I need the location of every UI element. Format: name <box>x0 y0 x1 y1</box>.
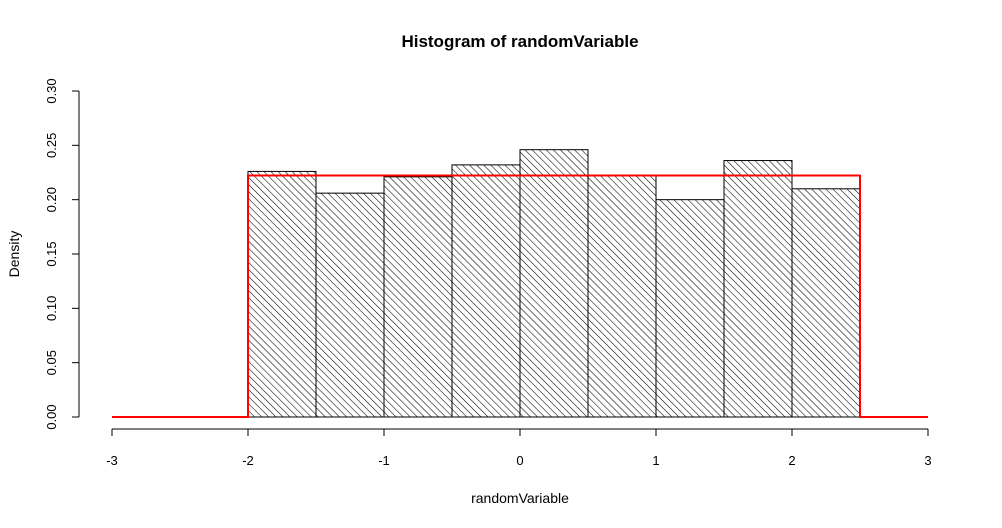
histogram-bar-3 <box>383 176 453 418</box>
histogram-bar-8 <box>723 160 793 418</box>
histogram-bar-2 <box>315 192 385 418</box>
histogram-bar-4 <box>451 164 521 418</box>
y-tick-label-1: 0.00 <box>44 404 59 429</box>
x-tick-label-1: -3 <box>106 453 118 468</box>
y-tick-label-2: 0.05 <box>44 350 59 375</box>
y-tick-label-5: 0.20 <box>44 187 59 212</box>
y-axis-label: Density <box>6 231 22 278</box>
y-tick-label-7: 0.30 <box>44 78 59 103</box>
y-axis: 0.00 0.05 0.10 0.15 0.20 0.25 0.30 <box>44 78 80 430</box>
histogram-bar-1 <box>247 170 317 418</box>
histogram-bar-5 <box>519 149 589 418</box>
density-line <box>112 174 928 418</box>
x-axis-label: randomVariable <box>471 490 569 506</box>
histogram-bar-9 <box>791 188 861 418</box>
x-tick-label-3: -1 <box>378 453 390 468</box>
y-tick-label-3: 0.10 <box>44 296 59 321</box>
y-tick-label-4: 0.15 <box>44 241 59 266</box>
x-tick-label-4: 0 <box>516 453 523 468</box>
x-axis: -3 -2 -1 0 1 2 3 <box>106 428 932 468</box>
chart-title: Histogram of randomVariable <box>401 32 638 51</box>
histogram-bars <box>247 149 861 418</box>
x-tick-label-2: -2 <box>242 453 254 468</box>
histogram-bar-6 <box>587 175 657 418</box>
density-overlay <box>112 174 928 418</box>
histogram-bar-7 <box>655 199 725 418</box>
y-tick-label-6: 0.25 <box>44 133 59 158</box>
x-tick-label-7: 3 <box>924 453 931 468</box>
x-tick-label-6: 2 <box>788 453 795 468</box>
x-tick-label-5: 1 <box>652 453 659 468</box>
